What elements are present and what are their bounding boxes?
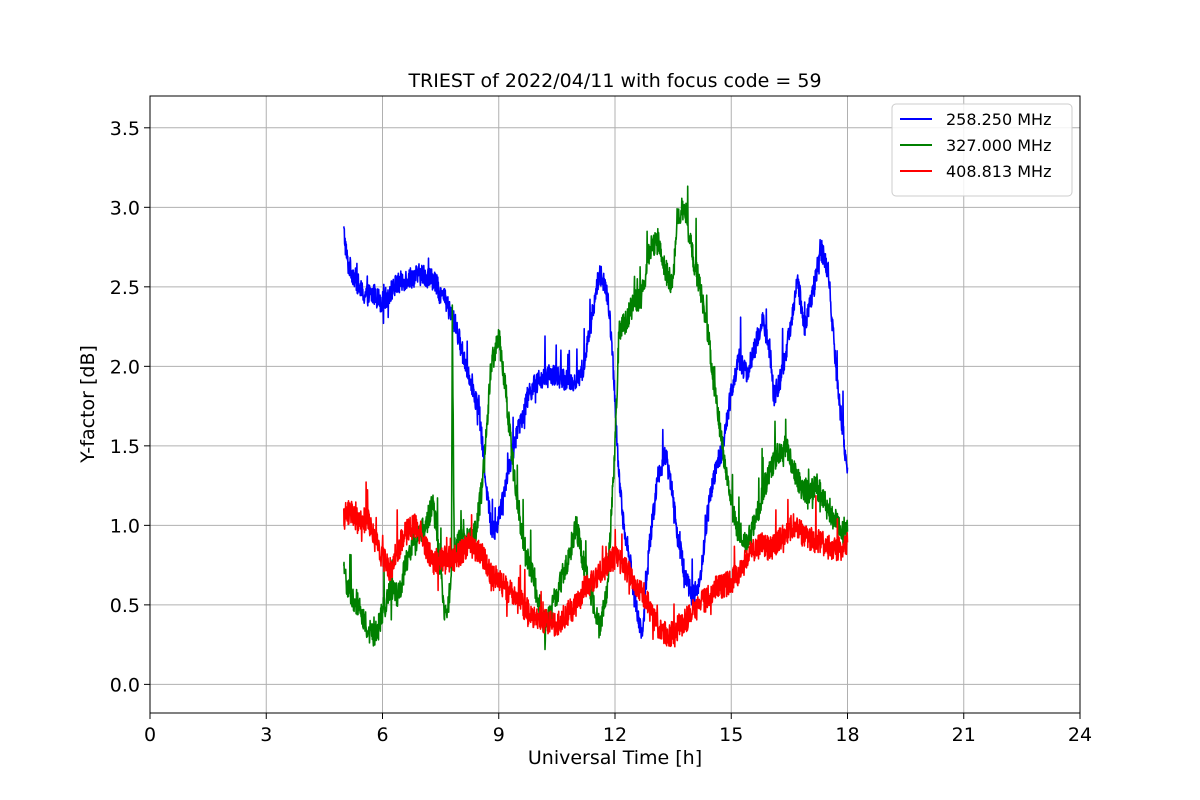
x-tick-label: 6 [376, 724, 388, 746]
legend: 258.250 MHz 327.000 MHz 408.813 MHz [891, 103, 1073, 197]
y-tick-label: 0.5 [110, 595, 140, 617]
x-axis-label: Universal Time [h] [528, 747, 702, 769]
y-tick-label: 2.0 [110, 356, 140, 378]
x-tick-label: 18 [835, 724, 859, 746]
x-tick-label: 12 [603, 724, 627, 746]
y-tick-label: 1.5 [110, 436, 140, 458]
legend-label-2: 327.000 MHz [946, 136, 1051, 155]
y-tick-label: 3.0 [110, 197, 140, 219]
y-axis: 0.0 0.5 1.0 1.5 2.0 2.5 3.0 3.5 [110, 118, 150, 696]
series-line-2 [343, 185, 849, 651]
y-tick-label: 2.5 [110, 277, 140, 299]
y-tick-label: 1.0 [110, 515, 140, 537]
y-tick-label: 3.5 [110, 118, 140, 140]
legend-label-1: 258.250 MHz [946, 110, 1051, 129]
x-tick-label: 3 [260, 724, 272, 746]
x-tick-label: 24 [1068, 724, 1092, 746]
y-tick-label: 0.0 [110, 674, 140, 696]
series-line-1 [343, 226, 849, 639]
x-tick-label: 15 [719, 724, 743, 746]
x-axis: 0 3 6 9 12 15 18 21 24 [144, 713, 1092, 746]
series-layer [343, 185, 849, 651]
chart-title: TRIEST of 2022/04/11 with focus code = 5… [407, 70, 821, 92]
y-axis-label: Y-factor [dB] [77, 345, 99, 464]
legend-box [891, 103, 1073, 197]
series-line-3 [343, 481, 849, 648]
x-tick-label: 0 [144, 724, 156, 746]
x-tick-label: 21 [952, 724, 976, 746]
legend-label-3: 408.813 MHz [946, 162, 1051, 181]
x-tick-label: 9 [493, 724, 505, 746]
